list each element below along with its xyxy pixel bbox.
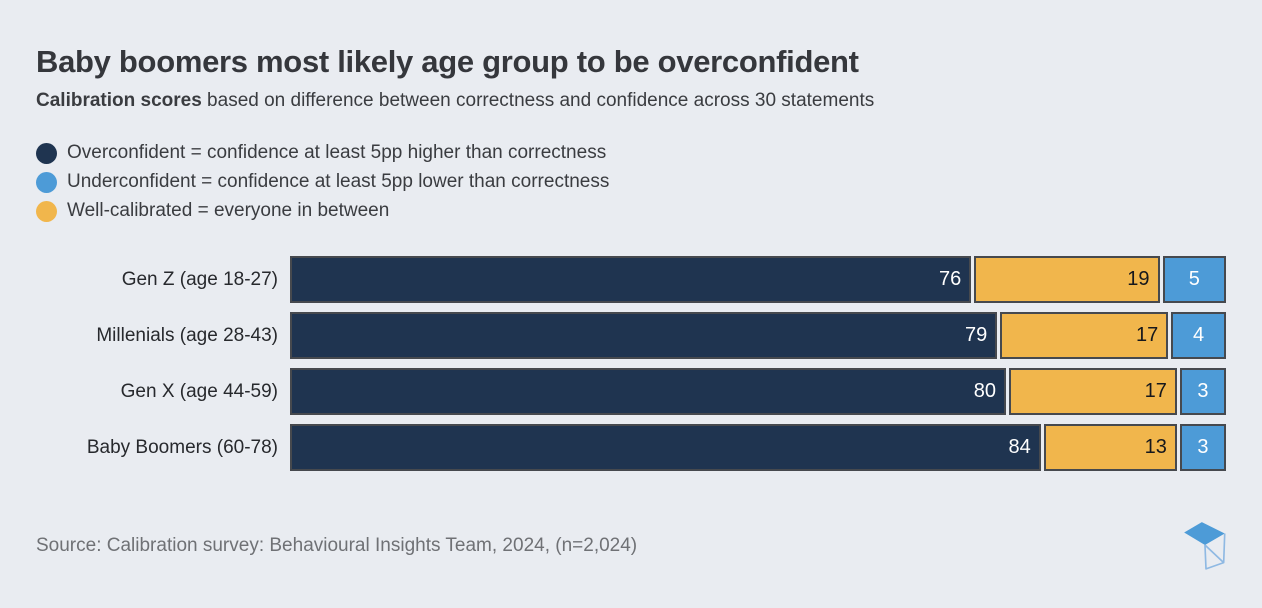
chart-title: Baby boomers most likely age group to be… <box>36 44 859 79</box>
stacked-bar-chart: Gen Z (age 18-27) 76 19 5 Millenials (age 28… <box>36 256 1226 471</box>
chart-subtitle: Calibration scores based on difference b… <box>36 90 1226 112</box>
bar-segment-overconfident: 80 <box>290 368 1006 415</box>
bar-track: 80 17 3 <box>290 368 1226 415</box>
bar-track: 76 19 5 <box>290 256 1226 303</box>
legend: Overconfident = confidence at least 5pp … <box>36 142 1226 222</box>
legend-item-well-calibrated: Well-calibrated = everyone in between <box>36 200 1226 222</box>
logo-prism-outline <box>1204 533 1226 570</box>
value-label: 13 <box>1144 436 1167 458</box>
value-label: 5 <box>1188 268 1200 290</box>
category-label: Millenials (age 28-43) <box>96 324 278 346</box>
legend-item-overconfident: Overconfident = confidence at least 5pp … <box>36 142 1226 164</box>
value-label: 3 <box>1197 380 1209 402</box>
logo-top-face <box>1184 522 1225 545</box>
bar-row: Gen X (age 44-59) 80 17 3 <box>36 368 1226 415</box>
legend-label: Underconfident = confidence at least 5pp… <box>67 171 610 192</box>
footer: Source: Calibration survey: Behavioural … <box>36 520 1230 572</box>
legend-item-underconfident: Underconfident = confidence at least 5pp… <box>36 171 1226 193</box>
value-label: 80 <box>973 380 996 402</box>
bar-segment-well-calibrated: 17 <box>1009 368 1177 415</box>
legend-dot-underconfident <box>36 171 57 193</box>
bar-segment-well-calibrated: 13 <box>1043 424 1177 471</box>
source-text: Source: Calibration survey: Behavioural … <box>36 535 638 556</box>
legend-label: Well-calibrated = everyone in between <box>67 200 390 221</box>
legend-dot-overconfident <box>36 142 57 164</box>
value-label: 84 <box>1008 436 1031 458</box>
value-label: 17 <box>1144 380 1167 402</box>
legend-label: Overconfident = confidence at least 5pp … <box>67 142 607 163</box>
category-label: Gen X (age 44-59) <box>120 380 278 402</box>
bar-track: 84 13 3 <box>290 424 1226 471</box>
bar-segment-overconfident: 76 <box>290 256 972 303</box>
bar-segment-underconfident: 3 <box>1179 368 1226 415</box>
bar-row: Baby Boomers (60-78) 84 13 3 <box>36 424 1226 471</box>
value-label: 76 <box>938 268 962 290</box>
value-label: 79 <box>965 324 988 346</box>
bar-segment-underconfident: 5 <box>1162 256 1226 303</box>
chart-subtitle-bold: Calibration scores <box>36 90 202 111</box>
bar-row: Millenials (age 28-43) 79 17 4 <box>36 312 1226 359</box>
value-label: 3 <box>1197 436 1209 458</box>
bit-cube-logo <box>1184 522 1226 570</box>
category-label: Baby Boomers (60-78) <box>86 436 278 458</box>
bar-segment-underconfident: 4 <box>1171 312 1226 359</box>
bar-track: 79 17 4 <box>290 312 1226 359</box>
bar-segment-well-calibrated: 17 <box>1000 312 1169 359</box>
value-label: 4 <box>1193 324 1205 346</box>
bar-row: Gen Z (age 18-27) 76 19 5 <box>36 256 1226 303</box>
value-label: 19 <box>1127 268 1150 290</box>
bar-segment-well-calibrated: 19 <box>974 256 1160 303</box>
chart-subtitle-rest: based on difference between correctness … <box>201 90 875 111</box>
bar-segment-overconfident: 84 <box>290 424 1041 471</box>
bar-segment-underconfident: 3 <box>1179 424 1226 471</box>
legend-dot-well-calibrated <box>36 200 57 222</box>
bar-segment-overconfident: 79 <box>290 312 998 359</box>
value-label: 17 <box>1135 324 1159 346</box>
category-label: Gen Z (age 18-27) <box>121 268 278 290</box>
